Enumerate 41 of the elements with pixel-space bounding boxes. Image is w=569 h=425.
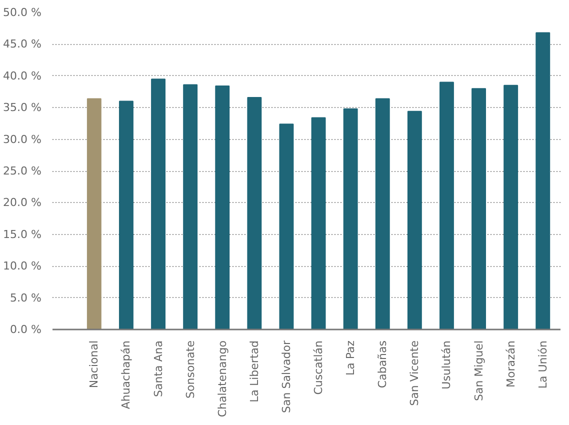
bar (215, 86, 230, 330)
bar (343, 108, 358, 330)
x-tick-label: Ahuachapán (120, 340, 133, 410)
bar (472, 88, 486, 330)
y-tick-label: 10.0 % (3, 260, 42, 273)
bar (407, 110, 422, 330)
y-tick-label: 20.0 % (3, 196, 42, 210)
bar (439, 82, 454, 330)
x-tick-label: Usulután (440, 340, 454, 390)
y-tick-label: 45.0 % (3, 38, 42, 51)
bar (504, 84, 518, 330)
bar (183, 84, 198, 330)
bar (86, 98, 102, 330)
bar (536, 32, 550, 330)
bar (279, 124, 294, 330)
x-tick-label: La Paz (344, 340, 358, 376)
x-tick-label: Sonsonate (184, 340, 197, 398)
x-tick-label: San Miguel (472, 340, 486, 402)
y-tick-label: 40.0 % (3, 69, 42, 82)
x-tick-label: San Salvador (280, 340, 293, 413)
bar (118, 100, 134, 330)
x-tick-label: Cabañas (376, 340, 390, 388)
bar (151, 78, 166, 330)
bar (311, 117, 326, 330)
y-tick-label: 25.0 % (3, 164, 42, 178)
x-tick-label: La Libertad (248, 340, 261, 402)
y-tick-label: 0.0 % (10, 323, 42, 336)
y-tick-label: 50.0 % (3, 6, 42, 19)
x-tick-label: Santa Ana (152, 340, 165, 397)
x-tick-label: Nacional (88, 340, 101, 388)
bar (247, 96, 262, 330)
x-tick-label: San Vicente (408, 340, 422, 406)
bar (375, 98, 390, 330)
x-tick-label: Chalatenango (216, 340, 229, 418)
y-tick-label: 30.0 % (3, 132, 42, 146)
x-tick-label: La Unión (536, 340, 550, 389)
y-tick-label: 15.0 % (3, 228, 42, 241)
y-tick-label: 35.0 % (3, 101, 42, 114)
x-tick-label: Morazán (504, 340, 518, 388)
x-tick-label: Cuscatlán (312, 340, 326, 395)
y-tick-label: 5.0 % (10, 291, 42, 304)
